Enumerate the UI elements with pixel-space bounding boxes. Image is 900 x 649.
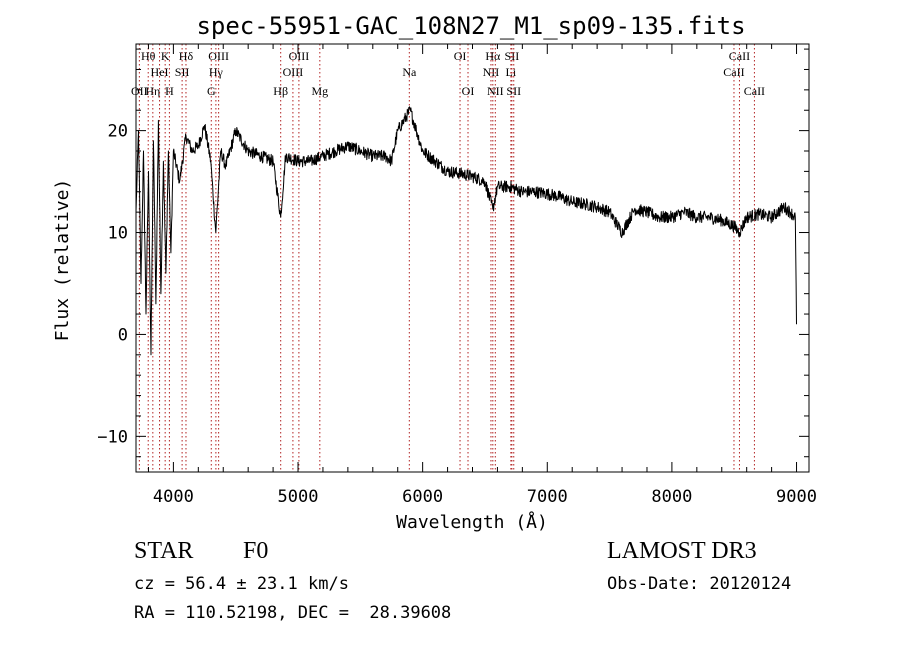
y-axis-label: Flux (relative) xyxy=(52,179,73,342)
survey-label: LAMOST DR3 xyxy=(607,538,757,564)
x-tick-label: 8000 xyxy=(651,487,692,507)
class-label: STAR xyxy=(134,538,194,564)
obs-date-readout: Obs-Date: 20120124 xyxy=(607,574,792,594)
x-tick-label: 6000 xyxy=(402,487,443,507)
line-marker-label-3: HeI xyxy=(151,65,169,79)
line-marker-label-18: NII xyxy=(483,65,500,79)
line-marker-label-9: Hγ xyxy=(209,65,224,79)
line-marker-label-26: CaII xyxy=(744,84,765,98)
line-marker-label-0: OII xyxy=(131,84,148,98)
line-marker-label-21: Li xyxy=(506,65,517,79)
line-marker-label-1: Hθ xyxy=(141,49,156,63)
line-marker-label-11: Hβ xyxy=(273,84,288,98)
y-tick-label: −10 xyxy=(97,427,128,447)
y-tick-label: 10 xyxy=(108,224,128,244)
coordinates-readout: RA = 110.52198, DEC = 28.39608 xyxy=(134,603,452,623)
x-tick-label: 5000 xyxy=(278,487,319,507)
line-marker-label-5: H xyxy=(165,84,174,98)
x-tick-label: 7000 xyxy=(527,487,568,507)
x-axis-label: Wavelength (Å) xyxy=(396,511,548,533)
spectral-line-markers: OIIHθHηHeIKHSIIHδGHγOIIIHβOIIIOIIIMgNaOI… xyxy=(131,44,765,472)
line-marker-label-15: Na xyxy=(402,65,417,79)
plot-frame xyxy=(135,43,810,473)
line-marker-label-17: OI xyxy=(462,84,475,98)
line-marker-label-19: Hα xyxy=(485,49,501,63)
x-tick-label: 4000 xyxy=(153,487,194,507)
y-tick-label: 20 xyxy=(108,122,128,142)
line-marker-label-12: OIII xyxy=(283,65,304,79)
spectrum-chart: spec-55951-GAC_108N27_M1_sp09-135.fits O… xyxy=(52,12,817,533)
line-marker-label-20: NII xyxy=(487,84,504,98)
chart-title: spec-55951-GAC_108N27_M1_sp09-135.fits xyxy=(196,12,745,40)
spectrum-series xyxy=(135,106,797,356)
line-marker-label-13: OIII xyxy=(289,49,310,63)
line-marker-label-8: G xyxy=(207,84,216,98)
line-marker-label-6: SII xyxy=(175,65,190,79)
line-marker-label-4: K xyxy=(161,49,170,63)
line-marker-label-10: OIII xyxy=(208,49,229,63)
line-marker-label-24: CaII xyxy=(723,65,744,79)
line-marker-label-25: CaII xyxy=(729,49,750,63)
line-marker-label-2: Hη xyxy=(145,84,160,98)
line-marker-label-14: Mg xyxy=(311,84,328,98)
line-marker-label-7: Hδ xyxy=(179,49,194,63)
line-marker-label-16: OI xyxy=(454,49,467,63)
series-flux-line xyxy=(135,106,797,356)
redshift-readout: cz = 56.4 ± 23.1 km/s xyxy=(134,574,349,594)
subclass-label: F0 xyxy=(243,538,269,564)
line-marker-label-23: SII xyxy=(506,84,521,98)
axis-ticks: 4000 5000 6000 7000 8000 9000 −10 0 10 20 xyxy=(97,44,817,507)
y-tick-label: 0 xyxy=(118,325,128,345)
x-tick-label: 9000 xyxy=(776,487,817,507)
line-marker-label-22: SII xyxy=(505,49,520,63)
